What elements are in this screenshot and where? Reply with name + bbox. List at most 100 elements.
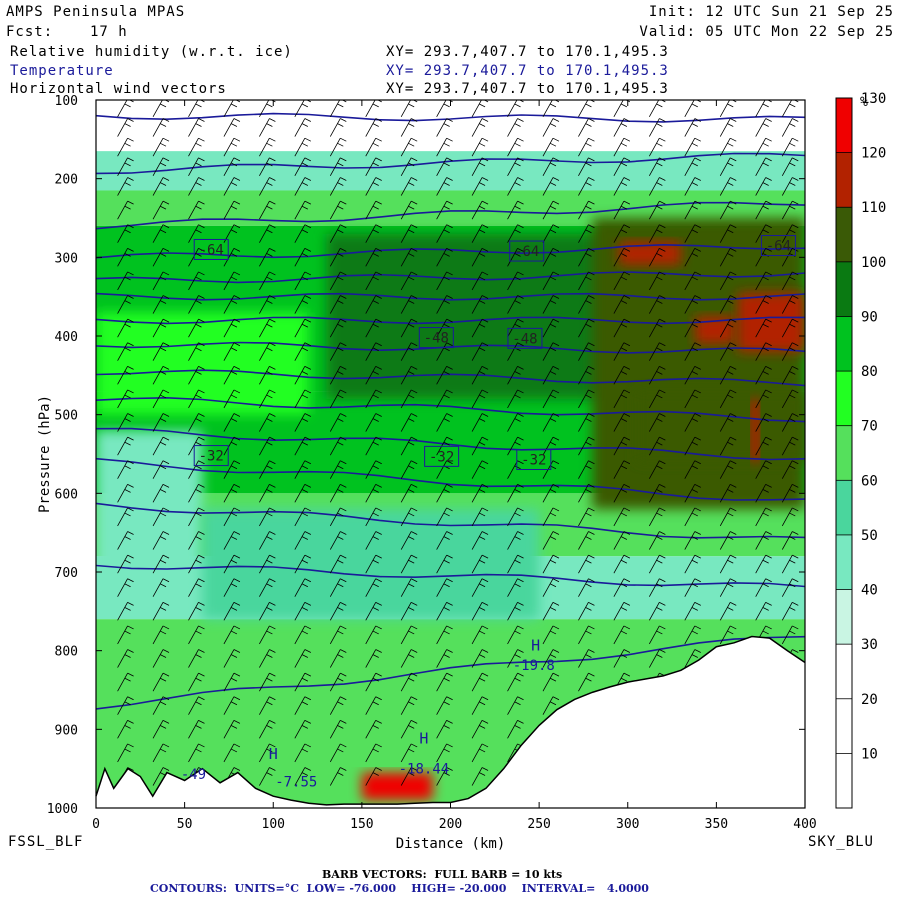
wind-barb xyxy=(188,507,205,527)
wind-barb xyxy=(188,483,205,503)
colorbar-tick-label: 30 xyxy=(861,637,878,653)
wind-barb xyxy=(719,483,737,503)
wind-barb xyxy=(365,436,382,456)
wind-barb xyxy=(188,247,205,267)
wind-barb xyxy=(684,696,701,715)
colorbar-cell xyxy=(836,589,852,645)
wind-barb xyxy=(471,389,489,409)
x-tick-label: 50 xyxy=(177,817,193,832)
field-wind-name: Horizontal wind vectors xyxy=(10,81,227,97)
wind-barb xyxy=(259,200,276,220)
wind-barb xyxy=(259,389,276,409)
y-tick-label: 800 xyxy=(55,645,78,660)
wind-barb xyxy=(507,578,524,597)
wind-barb xyxy=(259,767,276,786)
wind-barb xyxy=(719,460,737,479)
wind-barb xyxy=(613,247,631,267)
wind-barb xyxy=(329,157,347,177)
wind-barb xyxy=(578,625,595,645)
wind-barb xyxy=(755,483,772,503)
wind-barb xyxy=(259,118,276,137)
isotherm-label-box xyxy=(418,327,454,349)
wind-barb xyxy=(755,365,772,385)
y-tick-label: 900 xyxy=(55,723,78,738)
rh-layer xyxy=(96,151,805,191)
wind-barb xyxy=(223,578,241,597)
wind-barb xyxy=(152,696,170,715)
wind-barb xyxy=(436,137,453,157)
wind-barb xyxy=(400,601,418,621)
wind-barb xyxy=(436,118,453,137)
wind-barb xyxy=(117,295,134,314)
wind-barb xyxy=(684,413,701,432)
wind-barb xyxy=(188,389,205,409)
isotherms xyxy=(96,112,805,710)
x-tick-label: 200 xyxy=(439,817,462,832)
contour-note: CONTOURS: UNITS=°C LOW= -76.000 HIGH= -2… xyxy=(150,882,649,895)
valid-time: Valid: 05 UTC Mon 22 Sep 25 xyxy=(639,24,894,40)
x-tick-label: 350 xyxy=(705,817,728,832)
wind-barb xyxy=(719,767,737,786)
wind-barb xyxy=(223,507,241,527)
wind-barb xyxy=(507,672,524,692)
wind-barb xyxy=(436,177,453,196)
wind-barb xyxy=(152,531,170,550)
wind-barb xyxy=(613,625,631,645)
wind-barb xyxy=(755,157,772,177)
wind-barb xyxy=(294,649,312,668)
rh-layer xyxy=(96,100,805,152)
isotherm-label-box xyxy=(516,449,552,471)
wind-barb xyxy=(152,137,170,157)
wind-barb xyxy=(188,719,205,739)
wind-barb xyxy=(719,342,737,361)
wind-barb xyxy=(400,118,418,137)
wind-barb xyxy=(259,625,276,645)
wind-barb xyxy=(755,531,772,550)
wind-barb xyxy=(648,365,666,385)
wind-barb xyxy=(152,578,170,597)
wind-barb xyxy=(117,649,134,668)
wind-barb xyxy=(578,271,595,291)
wind-barb xyxy=(400,157,418,177)
wind-barb xyxy=(684,157,701,177)
wind-barb xyxy=(117,507,134,527)
wind-barb xyxy=(755,342,772,361)
wind-barb xyxy=(755,767,772,786)
wind-barb xyxy=(329,696,347,715)
wind-barb xyxy=(648,719,666,739)
wind-barb xyxy=(152,389,170,409)
isotherm-line xyxy=(96,457,805,501)
wind-barb xyxy=(259,696,276,715)
colorbar-tick-label: 120 xyxy=(861,146,886,162)
wind-barb xyxy=(188,601,205,621)
wind-barb xyxy=(507,767,524,786)
wind-barb xyxy=(400,672,418,692)
wind-barb xyxy=(188,295,205,314)
wind-barb xyxy=(436,554,453,574)
wind-barb xyxy=(684,389,701,409)
wind-barb xyxy=(781,483,799,503)
isotherm-label: -64 xyxy=(199,242,224,258)
wind-barb xyxy=(152,118,170,137)
wind-barb xyxy=(542,767,560,786)
wind-barb xyxy=(294,118,312,137)
wind-barb xyxy=(648,342,666,361)
wind-barb xyxy=(781,271,799,291)
wind-barb xyxy=(400,295,418,314)
wind-barb xyxy=(117,696,134,715)
colorbar-tick-label: 20 xyxy=(861,692,878,708)
wind-barb xyxy=(507,157,524,177)
wind-barb xyxy=(613,365,631,385)
wind-barb xyxy=(684,295,701,314)
wind-barb xyxy=(578,767,595,786)
wind-barb xyxy=(436,389,453,409)
wind-barb xyxy=(294,554,312,574)
wind-barb xyxy=(613,118,631,137)
wind-barb xyxy=(542,365,560,385)
wind-barb xyxy=(329,719,347,739)
wind-barb xyxy=(648,767,666,786)
wind-barb xyxy=(400,137,418,157)
wind-barb xyxy=(613,483,631,503)
wind-barb xyxy=(755,200,772,220)
high-marker: H xyxy=(531,637,540,655)
